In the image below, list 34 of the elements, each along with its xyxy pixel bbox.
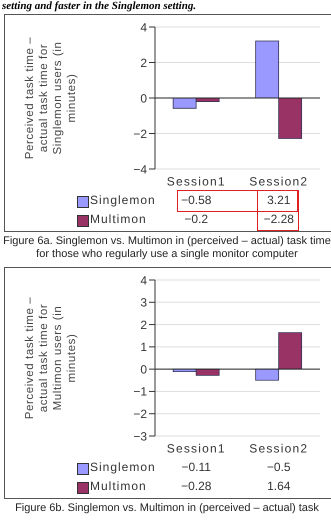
y-tick-label: 4 [140, 273, 148, 288]
legend-label: Multimon [90, 212, 147, 226]
y-tick-label: −1 [133, 384, 148, 399]
data-label: −0.2 [183, 212, 210, 226]
y-tick-label: 4 [140, 20, 148, 34]
x-tick-label: Session1 [166, 174, 226, 189]
y-tick-label: 2 [140, 56, 148, 70]
x-tick-label: Session2 [249, 174, 308, 189]
data-label: 1.64 [266, 479, 292, 493]
y-tick-label: −2 [133, 406, 148, 421]
y-tick-label: 3 [140, 296, 148, 310]
caption: Figure 6b. Singlemon vs. Multimon in (perceived – actual) task [14, 502, 320, 515]
legend-label: Multimon [90, 479, 147, 493]
data-label: −0.5 [266, 460, 292, 474]
y-tick-label: 1 [140, 340, 148, 354]
data-label: −0.58 [180, 193, 212, 207]
data-label: 3.21 [266, 193, 292, 207]
x-tick-label: Session2 [249, 442, 308, 456]
y-axis-title: Perceived task time – actual task time for Multimon users (in minutes) [23, 296, 79, 422]
y-axis-title: Perceived task time – actual task time for Singlemon users (in minutes) [23, 36, 79, 162]
y-tick-label: 2 [140, 318, 148, 332]
text: setting and faster in the Singlemon setting. [2, 0, 198, 12]
data-label: −0.11 [180, 460, 212, 474]
x-tick-label: Session1 [166, 442, 226, 456]
data-label: −2.28 [262, 212, 295, 226]
y-tick-label: −4 [133, 162, 148, 176]
y-tick-label: −2 [133, 126, 148, 141]
data-label: −0.28 [180, 479, 212, 493]
caption: Figure 6a. Singlemon vs. Multimon in (perceived – actual) task time for those who regularly use a single monitor computer [2, 235, 331, 261]
legend-label: Singlemon [90, 193, 156, 207]
y-tick-label: −3 [133, 429, 148, 444]
legend-label: Singlemon [90, 460, 156, 474]
y-tick-label: 0 [140, 362, 148, 376]
y-tick-label: 0 [140, 91, 148, 106]
